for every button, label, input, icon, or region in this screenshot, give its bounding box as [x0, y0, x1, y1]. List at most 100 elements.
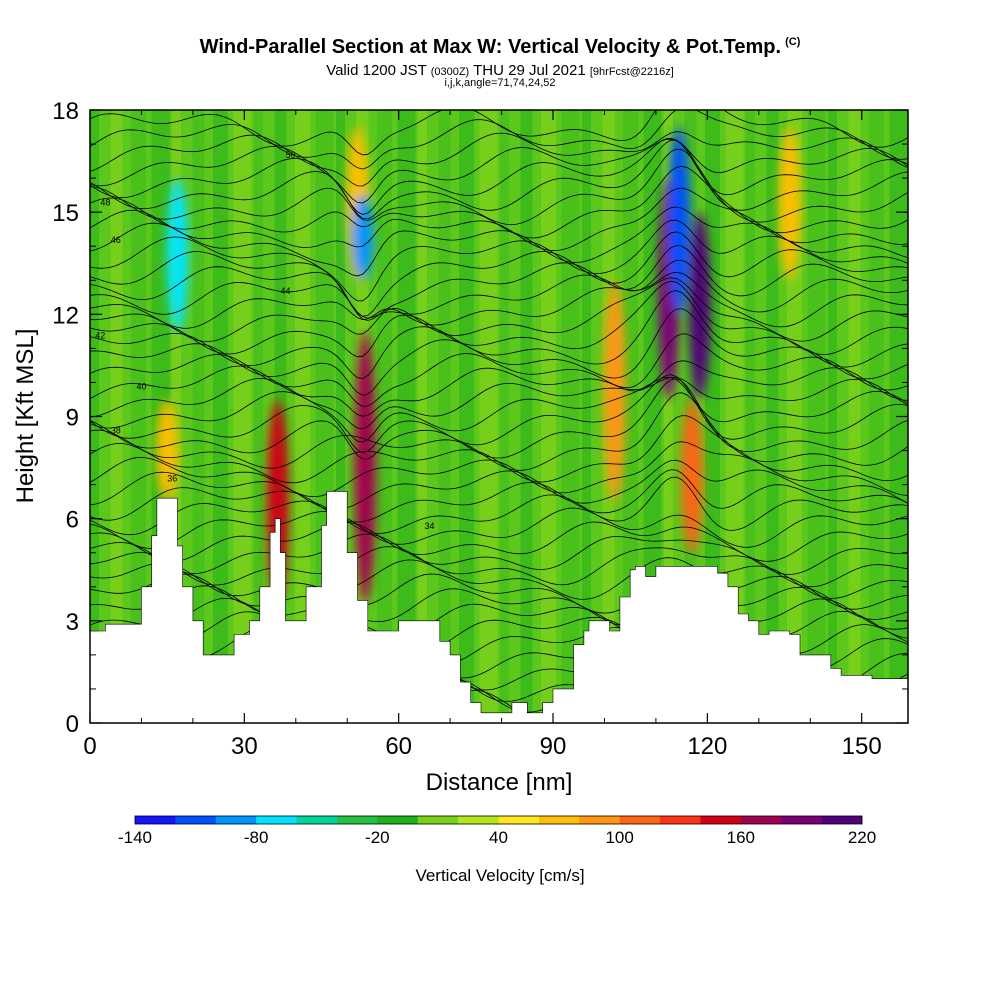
theta-contour-line — [90, 376, 908, 430]
field-stripe — [418, 110, 427, 723]
theta-contour-line — [90, 415, 908, 484]
colorbar-tick-label: -80 — [244, 828, 269, 847]
chart-title: Wind-Parallel Section at Max W: Vertical… — [0, 36, 1000, 59]
theta-label: 40 — [136, 381, 146, 391]
field-stripe — [377, 110, 392, 723]
colorbar-swatch — [700, 816, 742, 824]
colorbar-tick-label: -140 — [118, 828, 152, 847]
x-tick-label: 0 — [83, 733, 96, 760]
field-stripe — [869, 110, 884, 723]
colorbar-tick-label: 160 — [727, 828, 755, 847]
field-stripe — [582, 110, 591, 723]
field-stripe — [172, 110, 181, 723]
field-stripe — [807, 110, 826, 723]
colorbar-frame — [134, 815, 863, 825]
theta-contour-line — [90, 333, 908, 407]
field-stripe — [725, 110, 744, 723]
field-stripe — [110, 110, 123, 723]
theta-contour-line — [90, 476, 908, 536]
theta-contour-line — [90, 376, 908, 443]
theta-label-text: 40 — [136, 381, 146, 391]
theta-contour-line — [90, 360, 908, 417]
theta-label: 48 — [100, 197, 110, 207]
field-stripe — [192, 110, 205, 723]
theta-contour-line — [90, 110, 908, 170]
theta-contour-line — [90, 469, 908, 523]
colorbar-swatch — [781, 816, 822, 824]
theta-label: 50 — [286, 150, 296, 160]
theta-contour-line — [90, 137, 908, 215]
colorbar-swatch — [175, 816, 217, 824]
field-stripe — [336, 110, 345, 723]
copyright-mark: (C) — [785, 36, 801, 48]
vv-core — [694, 227, 705, 384]
y-tick-label: 0 — [66, 711, 79, 738]
field-stripe — [500, 110, 509, 723]
plot-area: 34 36 38 40 42 44 46 48 50 — [90, 110, 908, 723]
x-tick-label: 90 — [540, 733, 567, 760]
chart-title-text: Wind-Parallel Section at Max W: Vertical… — [199, 36, 782, 58]
colorbar-swatch — [215, 816, 257, 824]
x-tick-label: 150 — [842, 733, 882, 760]
field-stripe — [479, 110, 498, 723]
vv-core — [784, 139, 795, 268]
field-stripe — [746, 110, 755, 723]
field-stripe — [233, 110, 252, 723]
theta-contour-line — [90, 165, 908, 239]
theta-contour-line — [90, 231, 908, 317]
theta-label-text: 42 — [95, 330, 105, 340]
y-tick-label: 9 — [66, 405, 79, 432]
theta-contour-line — [90, 290, 908, 380]
vv-core — [609, 298, 620, 484]
theta-label-text: 48 — [100, 197, 110, 207]
theta-label-text: 46 — [111, 235, 121, 245]
colorbar-tick-label: 220 — [848, 828, 876, 847]
grid-indices: i,j,k,angle=71,74,24,52 — [444, 77, 556, 89]
vv-features — [156, 127, 801, 604]
theta-contour-line — [90, 378, 908, 460]
field-stripe — [397, 110, 416, 723]
theta-contour-line — [90, 131, 908, 187]
theta-contour-line — [90, 138, 908, 204]
theta-contour-line — [90, 219, 908, 302]
colorbar-swatch — [579, 816, 620, 824]
colorbar-swatch — [498, 816, 540, 824]
field-stripe — [520, 110, 533, 723]
field-stripe — [254, 110, 263, 723]
theta-contour-line — [90, 271, 908, 329]
theta-contour-line — [90, 308, 908, 396]
colorbar-swatch — [296, 816, 338, 824]
theta-contour-line — [90, 277, 908, 342]
y-tick-label: 18 — [52, 98, 79, 125]
y-tick-label: 3 — [66, 609, 79, 636]
theta-contour-line — [90, 139, 908, 220]
y-tick-label: 6 — [66, 507, 79, 534]
y-axis-label: Height [Kft MSL] — [12, 329, 39, 504]
theta-contour-line — [90, 597, 908, 638]
theta-contour-line — [90, 148, 908, 226]
theta-label: 34 — [425, 521, 435, 531]
colorbar-label: Vertical Velocity [cm/s] — [415, 866, 584, 885]
x-tick-label: 120 — [687, 733, 727, 760]
theta-contour-line — [90, 392, 908, 471]
valid-date: THU 29 Jul 2021 — [473, 62, 586, 79]
colorbar-tick-label: 40 — [489, 828, 508, 847]
colorbar-tick-label: -20 — [365, 828, 390, 847]
field-stripe — [664, 110, 673, 723]
field-stripe — [561, 110, 580, 723]
theta-contour-line — [90, 459, 908, 511]
x-tick-label: 60 — [385, 733, 412, 760]
x-tick-label: 30 — [231, 733, 258, 760]
colorbar-swatch — [417, 816, 459, 824]
theta-contour-line — [90, 374, 908, 454]
colorbar-swatch — [458, 816, 499, 824]
field-stripe — [766, 110, 779, 723]
theta-contour-line — [90, 546, 908, 588]
theta-contour-line — [90, 259, 908, 319]
field-stripe — [459, 110, 474, 723]
theta-contour-line — [90, 245, 908, 321]
colorbar-swatch — [135, 816, 176, 824]
field-stripe — [541, 110, 556, 723]
theta-label-text: 36 — [167, 473, 177, 483]
